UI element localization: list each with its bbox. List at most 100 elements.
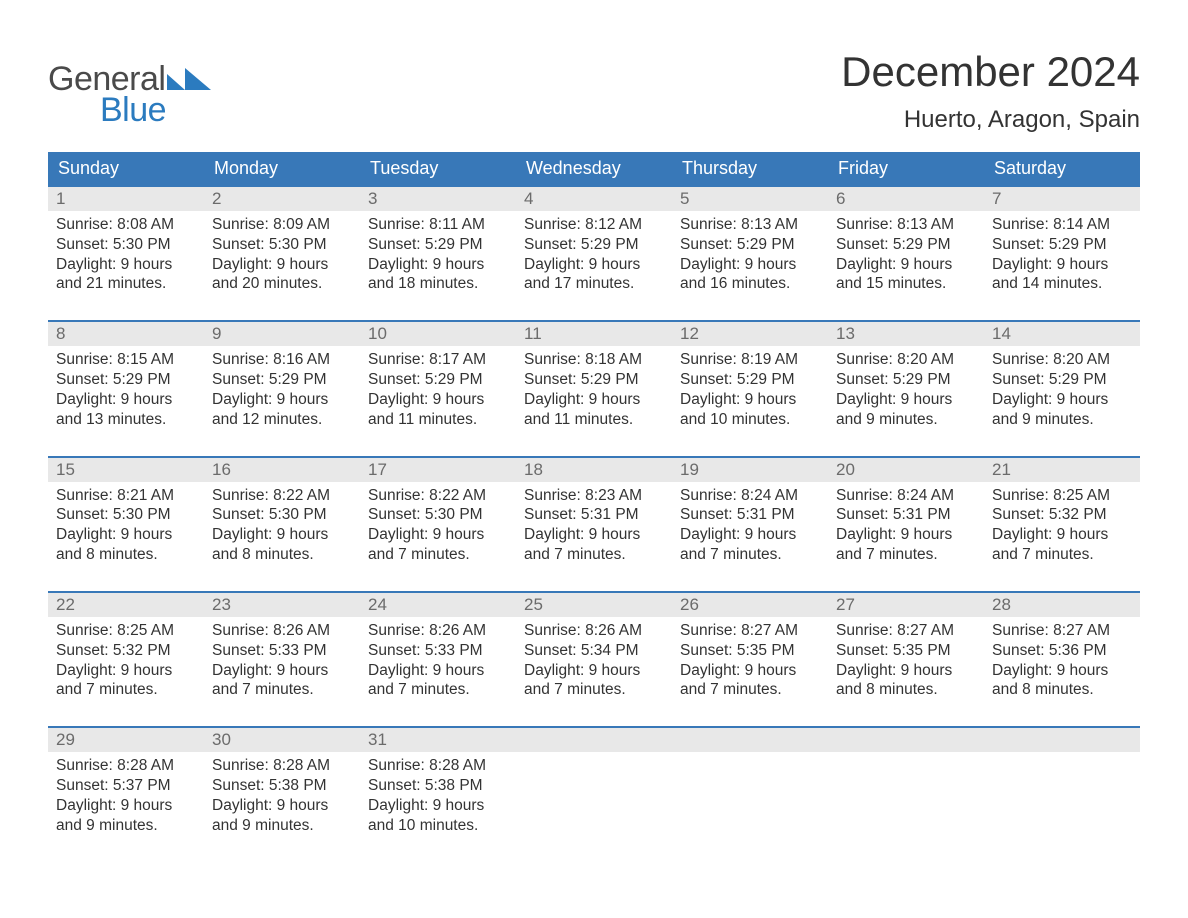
daylight-text-line2: and 7 minutes. xyxy=(368,545,508,565)
calendar-week: 15161718192021Sunrise: 8:21 AMSunset: 5:… xyxy=(48,456,1140,591)
day-cell: Sunrise: 8:20 AMSunset: 5:29 PMDaylight:… xyxy=(828,346,984,455)
day-number-row: 15161718192021 xyxy=(48,458,1140,482)
sunrise-text: Sunrise: 8:15 AM xyxy=(56,350,196,370)
sunrise-text: Sunrise: 8:20 AM xyxy=(992,350,1132,370)
day-cell: Sunrise: 8:28 AMSunset: 5:38 PMDaylight:… xyxy=(360,752,516,861)
daylight-text-line1: Daylight: 9 hours xyxy=(524,255,664,275)
daylight-text-line1: Daylight: 9 hours xyxy=(212,796,352,816)
daylight-text-line1: Daylight: 9 hours xyxy=(836,661,976,681)
day-cell: Sunrise: 8:23 AMSunset: 5:31 PMDaylight:… xyxy=(516,482,672,591)
day-content-row: Sunrise: 8:25 AMSunset: 5:32 PMDaylight:… xyxy=(48,617,1140,726)
day-cell: Sunrise: 8:11 AMSunset: 5:29 PMDaylight:… xyxy=(360,211,516,320)
day-cell: Sunrise: 8:14 AMSunset: 5:29 PMDaylight:… xyxy=(984,211,1140,320)
daylight-text-line1: Daylight: 9 hours xyxy=(836,390,976,410)
sunrise-text: Sunrise: 8:24 AM xyxy=(680,486,820,506)
day-cell: Sunrise: 8:15 AMSunset: 5:29 PMDaylight:… xyxy=(48,346,204,455)
sunset-text: Sunset: 5:29 PM xyxy=(992,235,1132,255)
daylight-text-line2: and 15 minutes. xyxy=(836,274,976,294)
sunrise-text: Sunrise: 8:27 AM xyxy=(680,621,820,641)
daylight-text-line2: and 11 minutes. xyxy=(524,410,664,430)
day-number: 10 xyxy=(360,322,516,346)
day-number: 23 xyxy=(204,593,360,617)
sunrise-text: Sunrise: 8:27 AM xyxy=(836,621,976,641)
day-number xyxy=(828,728,984,752)
day-number: 29 xyxy=(48,728,204,752)
day-number xyxy=(672,728,828,752)
day-number: 20 xyxy=(828,458,984,482)
day-content-row: Sunrise: 8:15 AMSunset: 5:29 PMDaylight:… xyxy=(48,346,1140,455)
daylight-text-line2: and 10 minutes. xyxy=(368,816,508,836)
daylight-text-line2: and 7 minutes. xyxy=(836,545,976,565)
weekday-header-cell: Monday xyxy=(204,152,360,185)
sunrise-text: Sunrise: 8:17 AM xyxy=(368,350,508,370)
day-number: 19 xyxy=(672,458,828,482)
daylight-text-line2: and 16 minutes. xyxy=(680,274,820,294)
day-cell: Sunrise: 8:16 AMSunset: 5:29 PMDaylight:… xyxy=(204,346,360,455)
day-cell: Sunrise: 8:27 AMSunset: 5:35 PMDaylight:… xyxy=(672,617,828,726)
daylight-text-line1: Daylight: 9 hours xyxy=(680,255,820,275)
daylight-text-line1: Daylight: 9 hours xyxy=(212,661,352,681)
day-cell: Sunrise: 8:24 AMSunset: 5:31 PMDaylight:… xyxy=(828,482,984,591)
day-cell: Sunrise: 8:12 AMSunset: 5:29 PMDaylight:… xyxy=(516,211,672,320)
day-number: 31 xyxy=(360,728,516,752)
day-cell: Sunrise: 8:09 AMSunset: 5:30 PMDaylight:… xyxy=(204,211,360,320)
daylight-text-line2: and 17 minutes. xyxy=(524,274,664,294)
sunset-text: Sunset: 5:36 PM xyxy=(992,641,1132,661)
day-cell: Sunrise: 8:19 AMSunset: 5:29 PMDaylight:… xyxy=(672,346,828,455)
sunrise-text: Sunrise: 8:20 AM xyxy=(836,350,976,370)
sunset-text: Sunset: 5:29 PM xyxy=(524,370,664,390)
daylight-text-line1: Daylight: 9 hours xyxy=(56,525,196,545)
sunrise-text: Sunrise: 8:13 AM xyxy=(836,215,976,235)
weekday-header-row: SundayMondayTuesdayWednesdayThursdayFrid… xyxy=(48,152,1140,185)
sunrise-text: Sunrise: 8:25 AM xyxy=(56,621,196,641)
sunrise-text: Sunrise: 8:25 AM xyxy=(992,486,1132,506)
day-cell: Sunrise: 8:26 AMSunset: 5:34 PMDaylight:… xyxy=(516,617,672,726)
sunset-text: Sunset: 5:29 PM xyxy=(524,235,664,255)
day-number: 18 xyxy=(516,458,672,482)
daylight-text-line1: Daylight: 9 hours xyxy=(212,390,352,410)
day-cell: Sunrise: 8:17 AMSunset: 5:29 PMDaylight:… xyxy=(360,346,516,455)
sunset-text: Sunset: 5:37 PM xyxy=(56,776,196,796)
daylight-text-line2: and 9 minutes. xyxy=(212,816,352,836)
day-cell: Sunrise: 8:24 AMSunset: 5:31 PMDaylight:… xyxy=(672,482,828,591)
day-number: 28 xyxy=(984,593,1140,617)
weekday-header-cell: Friday xyxy=(828,152,984,185)
sunset-text: Sunset: 5:29 PM xyxy=(680,370,820,390)
sunset-text: Sunset: 5:30 PM xyxy=(56,235,196,255)
calendar: SundayMondayTuesdayWednesdayThursdayFrid… xyxy=(48,152,1140,862)
weekday-header-cell: Thursday xyxy=(672,152,828,185)
daylight-text-line2: and 12 minutes. xyxy=(212,410,352,430)
sunrise-text: Sunrise: 8:26 AM xyxy=(524,621,664,641)
day-cell: Sunrise: 8:22 AMSunset: 5:30 PMDaylight:… xyxy=(204,482,360,591)
weekday-header-cell: Saturday xyxy=(984,152,1140,185)
sunset-text: Sunset: 5:29 PM xyxy=(368,370,508,390)
daylight-text-line2: and 7 minutes. xyxy=(680,680,820,700)
weekday-header-cell: Wednesday xyxy=(516,152,672,185)
day-cell: Sunrise: 8:28 AMSunset: 5:37 PMDaylight:… xyxy=(48,752,204,861)
daylight-text-line2: and 9 minutes. xyxy=(56,816,196,836)
daylight-text-line2: and 8 minutes. xyxy=(836,680,976,700)
day-number-row: 22232425262728 xyxy=(48,593,1140,617)
daylight-text-line1: Daylight: 9 hours xyxy=(680,390,820,410)
daylight-text-line2: and 13 minutes. xyxy=(56,410,196,430)
sunrise-text: Sunrise: 8:13 AM xyxy=(680,215,820,235)
daylight-text-line2: and 18 minutes. xyxy=(368,274,508,294)
day-cell: Sunrise: 8:26 AMSunset: 5:33 PMDaylight:… xyxy=(204,617,360,726)
sunrise-text: Sunrise: 8:24 AM xyxy=(836,486,976,506)
logo-text-blue: Blue xyxy=(100,91,211,130)
sunset-text: Sunset: 5:32 PM xyxy=(992,505,1132,525)
daylight-text-line1: Daylight: 9 hours xyxy=(56,796,196,816)
day-number xyxy=(516,728,672,752)
sunset-text: Sunset: 5:30 PM xyxy=(56,505,196,525)
sunrise-text: Sunrise: 8:28 AM xyxy=(56,756,196,776)
daylight-text-line2: and 7 minutes. xyxy=(524,545,664,565)
daylight-text-line1: Daylight: 9 hours xyxy=(992,525,1132,545)
daylight-text-line1: Daylight: 9 hours xyxy=(524,525,664,545)
day-content-row: Sunrise: 8:21 AMSunset: 5:30 PMDaylight:… xyxy=(48,482,1140,591)
daylight-text-line2: and 7 minutes. xyxy=(212,680,352,700)
sunrise-text: Sunrise: 8:23 AM xyxy=(524,486,664,506)
day-number xyxy=(984,728,1140,752)
day-cell xyxy=(516,752,672,861)
day-cell: Sunrise: 8:08 AMSunset: 5:30 PMDaylight:… xyxy=(48,211,204,320)
day-number: 12 xyxy=(672,322,828,346)
